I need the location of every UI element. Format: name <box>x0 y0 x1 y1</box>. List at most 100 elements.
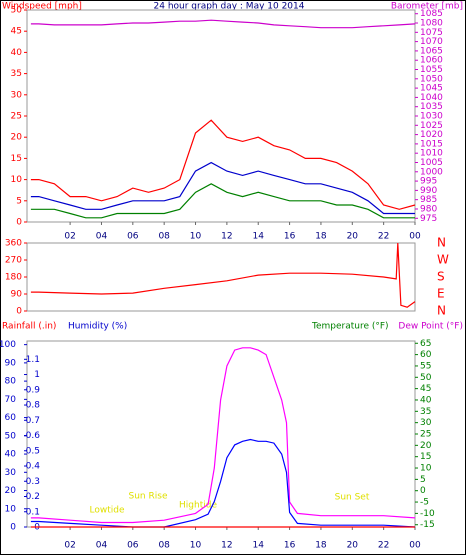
y2-tick-label: 1060 <box>420 56 443 66</box>
y2-tick-label: 1035 <box>420 102 443 112</box>
y3-tick-label: 0.2 <box>26 492 40 502</box>
y2-tick-label: 1065 <box>420 46 443 56</box>
x-tick-label: 06 <box>127 541 139 551</box>
y-tick-label: 60 <box>5 413 17 423</box>
series-line <box>30 347 416 524</box>
x-tick-label: 00 <box>409 232 421 242</box>
direction-label: N <box>437 236 446 250</box>
y2-tick-label: 975 <box>420 214 437 224</box>
x-tick-label: 18 <box>315 232 327 242</box>
y-axis-label: Windspeed [mph] <box>2 2 82 12</box>
y-tick-label: 15 <box>11 154 22 164</box>
direction-label: W <box>437 253 449 267</box>
y-tick-label: 50 <box>5 431 17 441</box>
y2-tick-label: -15 <box>420 520 435 530</box>
y2-tick-label: 65 <box>420 339 431 349</box>
x-tick-label: 04 <box>96 541 108 551</box>
direction-label: S <box>437 270 445 284</box>
y-tick-label: 40 <box>5 450 17 460</box>
y2-tick-label: 15 <box>420 452 431 462</box>
y-tick-label: 5 <box>16 196 22 206</box>
y2-tick-label: 1075 <box>420 28 443 38</box>
series-line <box>30 19 416 29</box>
x-tick-label: 08 <box>158 232 170 242</box>
y3-tick-label: 0.3 <box>26 477 40 487</box>
y-tick-label: 10 <box>5 504 17 514</box>
y-tick-label: 50 <box>11 6 23 16</box>
rainfall-label: Rainfall (.in) <box>2 322 56 332</box>
y2-tick-label: 1015 <box>420 139 443 149</box>
x-tick-label: 10 <box>190 541 202 551</box>
x-tick-label: 08 <box>158 541 170 551</box>
y2-tick-label: 55 <box>420 361 431 371</box>
y2-tick-label: 1055 <box>420 65 443 75</box>
y2-tick-label: 1080 <box>420 19 443 29</box>
y3-tick-label: 1.1 <box>26 355 40 365</box>
y-tick-label: 360 <box>5 239 22 249</box>
y2-tick-label: 980 <box>420 204 437 214</box>
y-tick-label: 30 <box>5 468 17 478</box>
dewpoint-label: Dew Point (°F) <box>398 322 463 332</box>
y3-tick-label: 1 <box>34 370 40 380</box>
y-tick-label: 0 <box>10 523 16 533</box>
annotation: Hightide <box>179 501 217 511</box>
y-tick-label: 0 <box>16 218 22 228</box>
y2-tick-label: 1020 <box>420 130 443 140</box>
y2-tick-label: 985 <box>420 195 437 205</box>
x-tick-label: 12 <box>221 232 232 242</box>
y-tick-label: 45 <box>11 27 22 37</box>
y3-tick-label: 0.4 <box>26 462 41 472</box>
direction-label: N <box>437 304 446 318</box>
y-tick-label: 180 <box>5 273 22 283</box>
x-tick-label: 14 <box>253 541 265 551</box>
y-tick-label: 20 <box>5 486 17 496</box>
x-tick-label: 22 <box>378 541 389 551</box>
y2-tick-label: 20 <box>420 441 432 451</box>
y2-tick-label: 1040 <box>420 93 443 103</box>
y-tick-label: 270 <box>5 256 22 266</box>
y3-tick-label: 0.9 <box>26 385 41 395</box>
y-tick-label: 70 <box>5 395 17 405</box>
plot-frame <box>26 340 416 528</box>
y2-tick-label: -5 <box>420 498 429 508</box>
y-tick-label: 10 <box>11 175 23 185</box>
y2-tick-label: 1070 <box>420 37 443 47</box>
x-tick-label: 00 <box>409 541 421 551</box>
humidity-label: Humidity (%) <box>68 322 127 332</box>
series-line <box>30 183 415 219</box>
x-tick-label: 04 <box>96 232 108 242</box>
x-tick-label: 20 <box>347 232 359 242</box>
plot-frame <box>26 9 416 223</box>
y2-tick-label: 25 <box>420 430 431 440</box>
y2-tick-label: 1085 <box>420 9 443 19</box>
y3-tick-label: 0.7 <box>26 416 40 426</box>
x-tick-label: 16 <box>284 232 296 242</box>
y2-tick-label: 0 <box>420 486 426 496</box>
y-tick-label: 0 <box>16 307 22 317</box>
y2-tick-label: 10 <box>420 464 432 474</box>
annotation: Lowtide <box>89 506 124 516</box>
y2-tick-label: 995 <box>420 177 437 187</box>
series-line <box>30 242 416 308</box>
x-tick-label: 22 <box>378 232 389 242</box>
y-tick-label: 90 <box>5 358 17 368</box>
y-tick-label: 100 <box>0 340 16 350</box>
annotation: Sun Rise <box>129 492 168 502</box>
y2-tick-label: 35 <box>420 407 431 417</box>
y2-tick-label: 60 <box>420 350 432 360</box>
y3-tick-label: 0.6 <box>26 431 41 441</box>
chart-title: 24 hour graph day : May 10 2014 <box>154 2 305 12</box>
y-tick-label: 25 <box>11 112 22 122</box>
x-tick-label: 16 <box>284 541 296 551</box>
y2-tick-label: -10 <box>420 509 435 519</box>
y-tick-label: 90 <box>11 290 23 300</box>
series-line <box>30 119 416 210</box>
y2-tick-label: 50 <box>420 373 432 383</box>
x-tick-label: 14 <box>253 232 265 242</box>
x-tick-label: 02 <box>64 541 75 551</box>
y3-tick-label: 0.8 <box>26 401 41 411</box>
y2-tick-label: 45 <box>420 384 431 394</box>
y2-tick-label: 1025 <box>420 121 443 131</box>
